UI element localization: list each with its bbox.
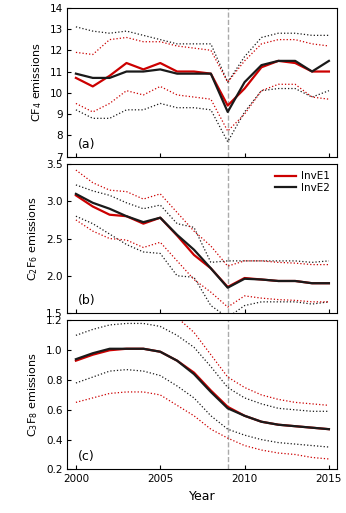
Y-axis label: CF$_4$ emissions: CF$_4$ emissions [30, 43, 44, 122]
Line: InvE2: InvE2 [76, 194, 329, 288]
InvE1 [91, 204, 95, 210]
InvE2 [260, 277, 264, 283]
InvE2 [192, 247, 196, 253]
InvE2 [91, 200, 95, 206]
InvE2 [276, 278, 280, 284]
InvE1 [226, 284, 230, 290]
InvE2 [125, 213, 129, 219]
InvE2 [327, 280, 331, 286]
InvE2 [141, 219, 145, 225]
InvE1 [192, 252, 196, 258]
InvE1 [125, 213, 129, 219]
Legend: InvE1, InvE2: InvE1, InvE2 [273, 169, 332, 195]
X-axis label: Year: Year [189, 490, 216, 503]
Line: InvE1: InvE1 [76, 195, 329, 287]
Y-axis label: C$_2$F$_6$ emissions: C$_2$F$_6$ emissions [27, 196, 40, 281]
InvE1 [108, 212, 112, 218]
InvE1 [327, 280, 331, 286]
InvE1 [141, 221, 145, 227]
InvE1 [175, 232, 179, 239]
InvE1 [74, 192, 78, 199]
Y-axis label: C$_3$F$_8$ emissions: C$_3$F$_8$ emissions [27, 352, 40, 438]
Text: (c): (c) [78, 450, 95, 463]
InvE1 [260, 277, 264, 283]
InvE1 [293, 278, 297, 284]
InvE2 [310, 280, 314, 286]
InvE2 [175, 232, 179, 238]
InvE2 [74, 191, 78, 197]
Text: (a): (a) [78, 137, 96, 151]
InvE2 [243, 275, 247, 282]
InvE2 [108, 206, 112, 212]
InvE2 [226, 285, 230, 291]
InvE1 [243, 275, 247, 281]
InvE2 [293, 278, 297, 284]
InvE1 [276, 278, 280, 284]
InvE1 [158, 214, 162, 221]
InvE2 [158, 214, 162, 221]
InvE1 [310, 280, 314, 286]
Text: (b): (b) [78, 294, 96, 307]
InvE2 [209, 265, 213, 271]
InvE1 [209, 265, 213, 271]
